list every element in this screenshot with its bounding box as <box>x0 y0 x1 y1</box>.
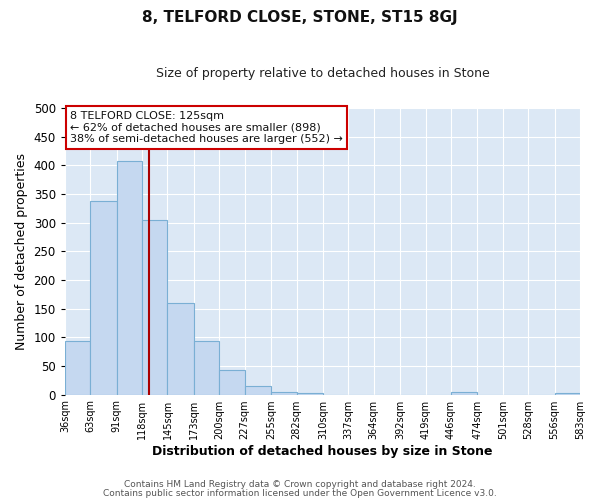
Bar <box>219 370 245 394</box>
Bar <box>90 201 116 394</box>
Text: 8, TELFORD CLOSE, STONE, ST15 8GJ: 8, TELFORD CLOSE, STONE, ST15 8GJ <box>142 10 458 25</box>
Title: Size of property relative to detached houses in Stone: Size of property relative to detached ho… <box>155 68 489 80</box>
Text: Contains public sector information licensed under the Open Government Licence v3: Contains public sector information licen… <box>103 488 497 498</box>
Bar <box>245 386 271 394</box>
Bar <box>167 303 194 394</box>
Bar <box>194 342 219 394</box>
Bar <box>451 392 478 394</box>
Bar <box>142 220 167 394</box>
Bar <box>116 162 142 394</box>
Bar <box>271 392 296 394</box>
Text: 8 TELFORD CLOSE: 125sqm
← 62% of detached houses are smaller (898)
38% of semi-d: 8 TELFORD CLOSE: 125sqm ← 62% of detache… <box>70 111 343 144</box>
X-axis label: Distribution of detached houses by size in Stone: Distribution of detached houses by size … <box>152 444 493 458</box>
Y-axis label: Number of detached properties: Number of detached properties <box>15 153 28 350</box>
Text: Contains HM Land Registry data © Crown copyright and database right 2024.: Contains HM Land Registry data © Crown c… <box>124 480 476 489</box>
Bar <box>65 342 90 394</box>
